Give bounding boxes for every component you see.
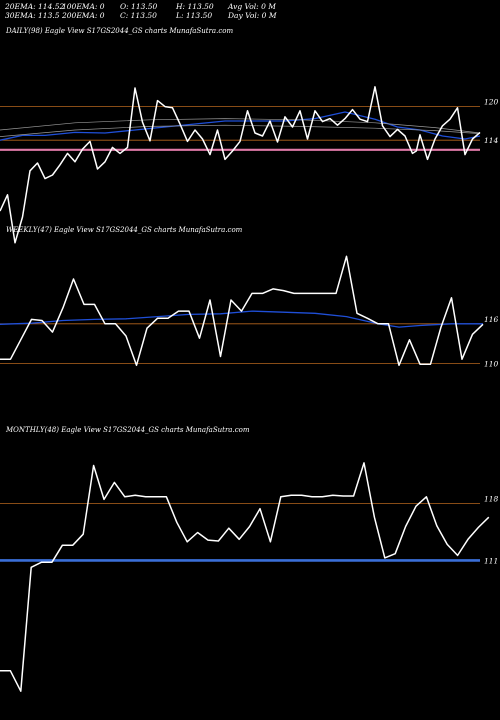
- monthly-chart: 118 111: [0, 462, 499, 692]
- daily-ema-line: [0, 111, 481, 141]
- low-readout: L: 113.50: [176, 11, 213, 20]
- open-readout: O: 113.50: [120, 2, 158, 11]
- daily-average-line-grey: [0, 118, 481, 134]
- ema30-readout: 30EMA: 113.5: [5, 11, 60, 20]
- close-readout: C: 113.50: [120, 11, 157, 20]
- monthly-panel-title: MONTHLY(48) Eagle View S17GS2044_GS char…: [6, 426, 250, 434]
- ema200-readout: 200EMA: 0: [62, 11, 105, 20]
- weekly-ema-line: [0, 310, 483, 328]
- weekly-price-line: [0, 255, 484, 367]
- day-volume-readout: Day Vol: 0 M: [228, 11, 277, 20]
- daily-y-tick-label: 120: [484, 98, 499, 107]
- avg-volume-readout: Avg Vol: 0 M: [228, 2, 276, 11]
- chart-header: 20EMA: 114.52 100EMA: 0 O: 113.50 H: 113…: [0, 0, 500, 40]
- daily-average-line-grey: [0, 124, 481, 137]
- weekly-y-tick-label: 116: [484, 315, 499, 324]
- weekly-panel-title: WEEKLY(47) Eagle View S17GS2044_GS chart…: [6, 226, 243, 234]
- daily-chart: 120 114: [0, 86, 499, 244]
- ema100-readout: 100EMA: 0: [62, 2, 105, 11]
- ema20-readout: 20EMA: 114.52: [5, 2, 65, 11]
- monthly-y-tick-label: 118: [484, 495, 499, 504]
- weekly-y-tick-label: 110: [484, 360, 499, 369]
- weekly-chart: 116 110: [0, 255, 499, 369]
- monthly-y-tick-label: 111: [484, 556, 498, 565]
- daily-panel-title: DAILY(98) Eagle View S17GS2044_GS charts…: [6, 27, 234, 35]
- daily-price-line: [0, 86, 481, 244]
- daily-y-tick-label: 114: [484, 136, 499, 145]
- monthly-price-line: [0, 462, 490, 692]
- high-readout: H: 113.50: [176, 2, 214, 11]
